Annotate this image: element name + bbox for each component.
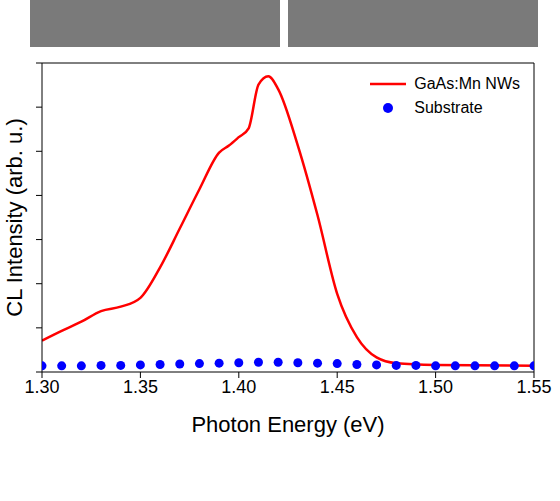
svg-text:1.40: 1.40: [221, 377, 256, 397]
svg-text:1.50: 1.50: [418, 377, 453, 397]
svg-text:CL Intensity (arb. u.): CL Intensity (arb. u.): [8, 118, 27, 316]
html-text:Substrate: Substrate: [414, 99, 483, 116]
svg-text:1.35: 1.35: [123, 377, 158, 397]
svg-text:1.55: 1.55: [516, 377, 551, 397]
svg-text:1.45: 1.45: [320, 377, 355, 397]
html-text:GaAs:Mn NWs: GaAs:Mn NWs: [414, 75, 520, 92]
svg-text:1.30: 1.30: [24, 377, 59, 397]
svg-text:Photon Energy (eV): Photon Energy (eV): [191, 412, 384, 437]
